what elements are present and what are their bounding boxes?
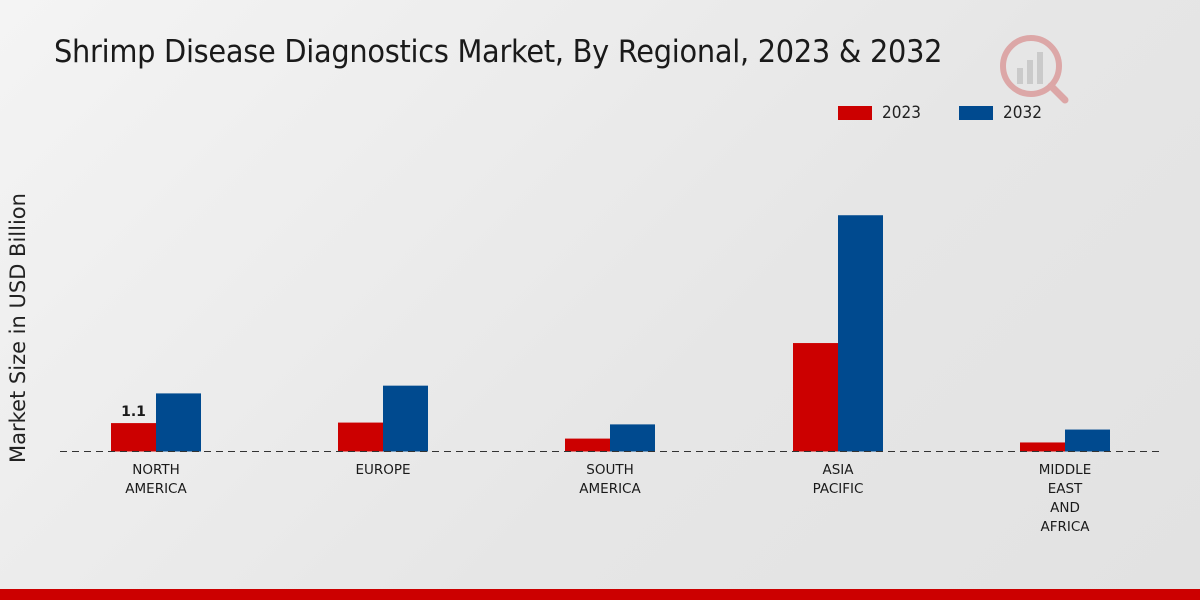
x-tick-label-0: NORTH AMERICA	[125, 462, 187, 497]
watermark-logo-icon	[1000, 35, 1069, 104]
legend-swatch-2032	[959, 106, 994, 120]
footer-bar	[0, 589, 1200, 600]
legend-swatch-2023	[838, 106, 872, 120]
bar-2023-0	[111, 423, 156, 452]
chart-title: Shrimp Disease Diagnostics Market, By Re…	[54, 34, 943, 70]
bar-2032-3	[838, 215, 883, 452]
x-tick-label-1: EUROPE	[355, 462, 410, 478]
legend: 2023 2032	[838, 103, 1081, 123]
bar-2032-1	[383, 385, 428, 452]
data-label-0: 1.1	[121, 404, 146, 420]
legend-label-2032: 2032	[1003, 103, 1043, 123]
x-tick-label-2: SOUTH AMERICA	[579, 462, 641, 497]
labels-layer: NORTH AMERICA EUROPE SOUTH AMERICA ASIA PACIFI…	[121, 404, 1091, 535]
bar-2032-2	[610, 424, 655, 452]
bar-2032-4	[1065, 429, 1110, 452]
bar-2023-1	[338, 422, 383, 452]
bar-2023-2	[565, 438, 610, 452]
x-tick-label-4: MIDDLE EAST AND AFRICA	[1039, 462, 1091, 535]
bar-2023-3	[793, 343, 838, 452]
legend-item-2032: 2032	[959, 103, 1046, 123]
x-tick-label-3: ASIA PACIFIC	[813, 462, 864, 497]
bars-layer	[111, 215, 1110, 452]
legend-item-2023: 2023	[838, 103, 925, 123]
bar-2032-0	[156, 393, 201, 452]
bar-2023-4	[1020, 442, 1065, 452]
legend-label-2023: 2023	[882, 103, 921, 123]
